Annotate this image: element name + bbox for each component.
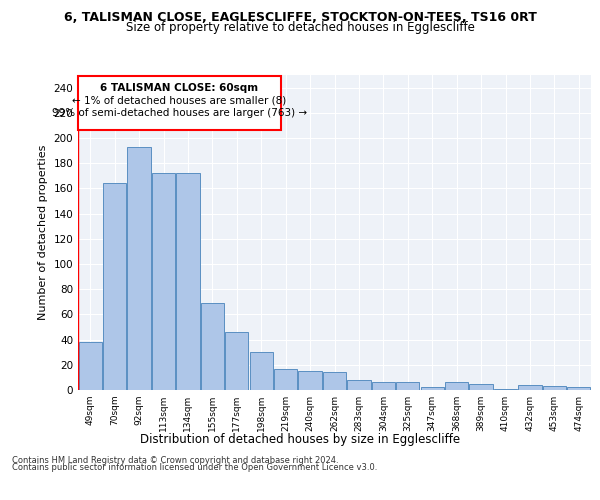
Text: 6 TALISMAN CLOSE: 60sqm: 6 TALISMAN CLOSE: 60sqm bbox=[100, 82, 259, 92]
Text: Contains public sector information licensed under the Open Government Licence v3: Contains public sector information licen… bbox=[12, 464, 377, 472]
Text: Distribution of detached houses by size in Egglescliffe: Distribution of detached houses by size … bbox=[140, 432, 460, 446]
Bar bbox=[445, 382, 468, 390]
Bar bbox=[274, 368, 297, 390]
Text: 99% of semi-detached houses are larger (763) →: 99% of semi-detached houses are larger (… bbox=[52, 108, 307, 118]
Bar bbox=[176, 174, 200, 390]
Bar bbox=[543, 386, 566, 390]
Bar bbox=[250, 352, 273, 390]
Text: Size of property relative to detached houses in Egglescliffe: Size of property relative to detached ho… bbox=[125, 22, 475, 35]
Bar bbox=[469, 384, 493, 390]
Bar bbox=[298, 371, 322, 390]
Bar bbox=[396, 382, 419, 390]
Bar bbox=[225, 332, 248, 390]
Bar bbox=[201, 303, 224, 390]
Bar bbox=[518, 385, 542, 390]
Bar bbox=[79, 342, 102, 390]
FancyBboxPatch shape bbox=[78, 76, 281, 130]
Bar bbox=[494, 388, 517, 390]
Bar bbox=[567, 388, 590, 390]
Bar bbox=[347, 380, 371, 390]
Text: 6, TALISMAN CLOSE, EAGLESCLIFFE, STOCKTON-ON-TEES, TS16 0RT: 6, TALISMAN CLOSE, EAGLESCLIFFE, STOCKTO… bbox=[64, 11, 536, 24]
Text: ← 1% of detached houses are smaller (8): ← 1% of detached houses are smaller (8) bbox=[72, 95, 287, 105]
Bar bbox=[323, 372, 346, 390]
Bar bbox=[421, 388, 444, 390]
Bar bbox=[103, 184, 126, 390]
Bar bbox=[152, 174, 175, 390]
Y-axis label: Number of detached properties: Number of detached properties bbox=[38, 145, 48, 320]
Text: Contains HM Land Registry data © Crown copyright and database right 2024.: Contains HM Land Registry data © Crown c… bbox=[12, 456, 338, 465]
Bar bbox=[372, 382, 395, 390]
Bar bbox=[127, 147, 151, 390]
